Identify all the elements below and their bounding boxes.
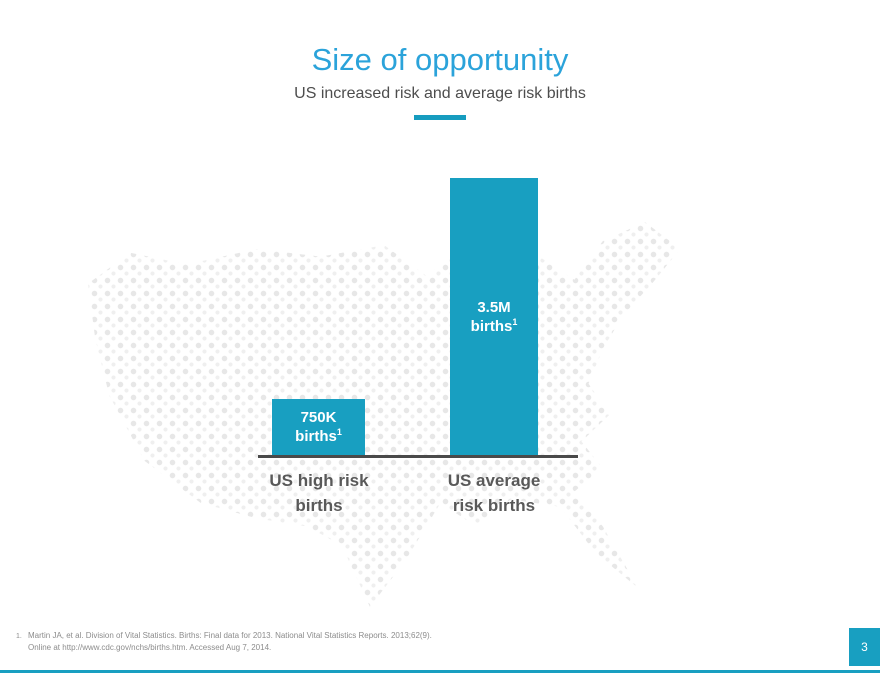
bar-value-label-average-risk: 3.5M births1 — [471, 298, 518, 336]
footnote-ref-mark: 1 — [512, 316, 518, 327]
bar-value-label-high-risk: 750K births1 — [295, 408, 342, 446]
category-label-average-risk: US average risk births — [447, 471, 541, 515]
bar-average-risk: 3.5M births1 — [450, 178, 538, 455]
footnote-line2: Online at http://www.cdc.gov/nchs/births… — [28, 643, 272, 652]
bar-value-line2: births — [295, 428, 337, 445]
footnote-text: Martin JA, et al. Division of Vital Stat… — [28, 630, 432, 654]
bar-high-risk: 750K births1 — [272, 399, 365, 455]
bottom-accent-line — [0, 670, 880, 673]
page-title: Size of opportunity — [311, 42, 569, 77]
chart-baseline — [258, 455, 578, 458]
footnote-line1: Martin JA, et al. Division of Vital Stat… — [28, 631, 432, 640]
page-number-box: 3 — [849, 628, 880, 666]
bar-value-line1: 3.5M — [477, 298, 511, 316]
page-subtitle: US increased risk and average risk birth… — [294, 85, 586, 102]
us-map-dot-pattern — [88, 222, 681, 607]
bar-value-line1: 750K — [300, 409, 337, 426]
title-underline — [414, 115, 466, 120]
footnote-marker: 1. — [16, 633, 22, 640]
footnote-ref-mark: 1 — [336, 427, 342, 437]
page-number: 3 — [861, 640, 868, 654]
footnote: 1. Martin JA, et al. Division of Vital St… — [16, 630, 432, 654]
bar-value-line2: births — [470, 317, 513, 335]
category-label-high-risk: US high risk births — [269, 471, 369, 515]
